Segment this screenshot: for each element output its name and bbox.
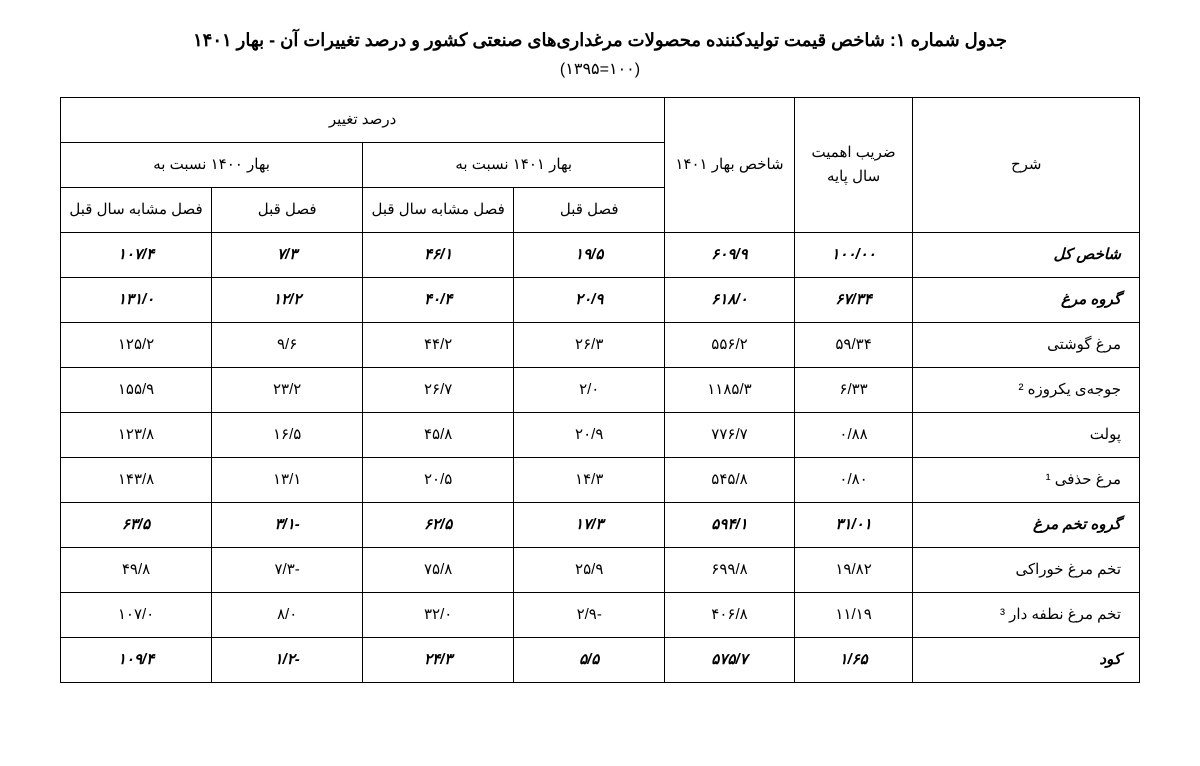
col-prev-quarter: فصل قبل: [514, 188, 665, 233]
cell-s1400_same: ۱۳۱/۰: [61, 278, 212, 323]
table-subtitle: (۱۰۰=۱۳۹۵): [60, 59, 1140, 79]
cell-desc: گروه تخم مرغ: [913, 503, 1140, 548]
cell-s1400_prev: ۸/۰: [212, 593, 363, 638]
cell-s1400_same: ۱۰۹/۴: [61, 638, 212, 683]
cell-s1401_same: ۲۶/۷: [363, 368, 514, 413]
cell-s1401_same: ۴۰/۴: [363, 278, 514, 323]
col-same-quarter-prev-year: فصل مشابه سال قبل: [363, 188, 514, 233]
cell-index: ۴۰۶/۸: [665, 593, 794, 638]
cell-index: ۶۰۹/۹: [665, 233, 794, 278]
cell-weight: ۵۹/۳۴: [794, 323, 913, 368]
col-same-quarter-prev-year: فصل مشابه سال قبل: [61, 188, 212, 233]
cell-s1400_same: ۱۲۳/۸: [61, 413, 212, 458]
cell-s1400_same: ۱۴۳/۸: [61, 458, 212, 503]
cell-desc: جوجه‌ی یکروزه ²: [913, 368, 1140, 413]
cell-desc: تخم مرغ خوراکی: [913, 548, 1140, 593]
col-description: شرح: [913, 98, 1140, 233]
cell-index: ۶۹۹/۸: [665, 548, 794, 593]
col-prev-quarter: فصل قبل: [212, 188, 363, 233]
cell-index: ۵۹۴/۱: [665, 503, 794, 548]
table-row: شاخص کل۱۰۰/۰۰۶۰۹/۹۱۹/۵۴۶/۱۷/۳۱۰۷/۴: [61, 233, 1140, 278]
cell-s1401_prev: ۱۴/۳: [514, 458, 665, 503]
cell-s1400_prev: ۱۳/۱: [212, 458, 363, 503]
cell-s1401_prev: ۲۶/۳: [514, 323, 665, 368]
table-row: گروه تخم مرغ۳۱/۰۱۵۹۴/۱۱۷/۳۶۲/۵-۳/۱۶۳/۵: [61, 503, 1140, 548]
table-row: تخم مرغ نطفه دار ³۱۱/۱۹۴۰۶/۸-۲/۹۳۲/۰۸/۰۱…: [61, 593, 1140, 638]
cell-weight: ۰/۸۰: [794, 458, 913, 503]
cell-s1400_prev: -۳/۱: [212, 503, 363, 548]
col-spring-1400: بهار ۱۴۰۰ نسبت به: [61, 143, 363, 188]
cell-weight: ۰/۸۸: [794, 413, 913, 458]
table-row: تخم مرغ خوراکی۱۹/۸۲۶۹۹/۸۲۵/۹۷۵/۸-۷/۳۴۹/۸: [61, 548, 1140, 593]
cell-s1400_same: ۱۵۵/۹: [61, 368, 212, 413]
cell-s1400_same: ۴۹/۸: [61, 548, 212, 593]
cell-s1400_prev: ۹/۶: [212, 323, 363, 368]
col-index: شاخص بهار ۱۴۰۱: [665, 98, 794, 233]
cell-s1401_same: ۳۲/۰: [363, 593, 514, 638]
cell-index: ۵۴۵/۸: [665, 458, 794, 503]
cell-desc: تخم مرغ نطفه دار ³: [913, 593, 1140, 638]
cell-weight: ۱۱/۱۹: [794, 593, 913, 638]
cell-s1400_prev: ۷/۳: [212, 233, 363, 278]
cell-s1401_prev: ۲/۰: [514, 368, 665, 413]
cell-desc: مرغ حذفی ¹: [913, 458, 1140, 503]
cell-desc: گروه مرغ: [913, 278, 1140, 323]
cell-s1401_prev: ۲۵/۹: [514, 548, 665, 593]
cell-s1400_prev: ۱۲/۲: [212, 278, 363, 323]
cell-desc: شاخص کل: [913, 233, 1140, 278]
cell-s1401_prev: ۵/۵: [514, 638, 665, 683]
cell-s1400_prev: ۱۶/۵: [212, 413, 363, 458]
cell-weight: ۱۰۰/۰۰: [794, 233, 913, 278]
cell-s1400_prev: ۲۳/۲: [212, 368, 363, 413]
cell-weight: ۶۷/۳۴: [794, 278, 913, 323]
cell-desc: مرغ گوشتی: [913, 323, 1140, 368]
cell-weight: ۱۹/۸۲: [794, 548, 913, 593]
cell-s1401_same: ۴۴/۲: [363, 323, 514, 368]
cell-s1400_prev: -۷/۳: [212, 548, 363, 593]
table-row: گروه مرغ۶۷/۳۴۶۱۸/۰۲۰/۹۴۰/۴۱۲/۲۱۳۱/۰: [61, 278, 1140, 323]
cell-s1401_same: ۲۰/۵: [363, 458, 514, 503]
table-row: کود۱/۶۵۵۷۵/۷۵/۵۲۴/۳-۱/۲۱۰۹/۴: [61, 638, 1140, 683]
cell-desc: کود: [913, 638, 1140, 683]
cell-s1401_same: ۴۵/۸: [363, 413, 514, 458]
cell-s1401_prev: -۲/۹: [514, 593, 665, 638]
cell-weight: ۶/۳۳: [794, 368, 913, 413]
cell-s1400_same: ۱۲۵/۲: [61, 323, 212, 368]
table-title: جدول شماره ۱: شاخص قیمت تولیدکننده محصول…: [60, 30, 1140, 51]
cell-weight: ۱/۶۵: [794, 638, 913, 683]
cell-index: ۱۱۸۵/۳: [665, 368, 794, 413]
cell-index: ۶۱۸/۰: [665, 278, 794, 323]
cell-s1401_same: ۷۵/۸: [363, 548, 514, 593]
cell-index: ۵۷۵/۷: [665, 638, 794, 683]
cell-s1400_same: ۱۰۷/۴: [61, 233, 212, 278]
cell-desc: پولت: [913, 413, 1140, 458]
cell-s1401_prev: ۲۰/۹: [514, 413, 665, 458]
cell-s1401_prev: ۲۰/۹: [514, 278, 665, 323]
cell-s1400_same: ۶۳/۵: [61, 503, 212, 548]
price-index-table: شرح ضریب اهمیت سال پایه شاخص بهار ۱۴۰۱ د…: [60, 97, 1140, 683]
cell-index: ۷۷۶/۷: [665, 413, 794, 458]
col-change-header: درصد تغییر: [61, 98, 665, 143]
table-row: پولت۰/۸۸۷۷۶/۷۲۰/۹۴۵/۸۱۶/۵۱۲۳/۸: [61, 413, 1140, 458]
table-row: مرغ حذفی ¹۰/۸۰۵۴۵/۸۱۴/۳۲۰/۵۱۳/۱۱۴۳/۸: [61, 458, 1140, 503]
cell-s1401_same: ۶۲/۵: [363, 503, 514, 548]
cell-s1401_prev: ۱۷/۳: [514, 503, 665, 548]
cell-s1400_same: ۱۰۷/۰: [61, 593, 212, 638]
table-body: شاخص کل۱۰۰/۰۰۶۰۹/۹۱۹/۵۴۶/۱۷/۳۱۰۷/۴گروه م…: [61, 233, 1140, 683]
cell-s1401_prev: ۱۹/۵: [514, 233, 665, 278]
cell-s1400_prev: -۱/۲: [212, 638, 363, 683]
table-row: مرغ گوشتی۵۹/۳۴۵۵۶/۲۲۶/۳۴۴/۲۹/۶۱۲۵/۲: [61, 323, 1140, 368]
table-row: جوجه‌ی یکروزه ²۶/۳۳۱۱۸۵/۳۲/۰۲۶/۷۲۳/۲۱۵۵/…: [61, 368, 1140, 413]
col-weight: ضریب اهمیت سال پایه: [794, 98, 913, 233]
cell-weight: ۳۱/۰۱: [794, 503, 913, 548]
cell-index: ۵۵۶/۲: [665, 323, 794, 368]
cell-s1401_same: ۴۶/۱: [363, 233, 514, 278]
col-spring-1401: بهار ۱۴۰۱ نسبت به: [363, 143, 665, 188]
cell-s1401_same: ۲۴/۳: [363, 638, 514, 683]
